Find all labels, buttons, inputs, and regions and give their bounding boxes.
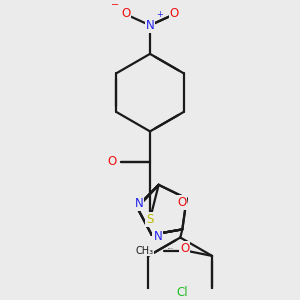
Text: N: N	[135, 197, 143, 210]
Text: N: N	[146, 19, 154, 32]
Text: −: −	[111, 0, 119, 10]
Text: O: O	[108, 155, 117, 169]
Text: methoxy: methoxy	[168, 248, 175, 249]
Text: O: O	[121, 7, 130, 20]
Text: +: +	[156, 10, 163, 19]
Text: S: S	[146, 213, 154, 226]
Text: N: N	[153, 230, 162, 243]
Text: O: O	[170, 7, 179, 20]
Text: O: O	[177, 196, 186, 209]
Text: Cl: Cl	[176, 286, 188, 299]
Text: CH₃: CH₃	[136, 246, 154, 256]
Text: O: O	[180, 242, 189, 255]
